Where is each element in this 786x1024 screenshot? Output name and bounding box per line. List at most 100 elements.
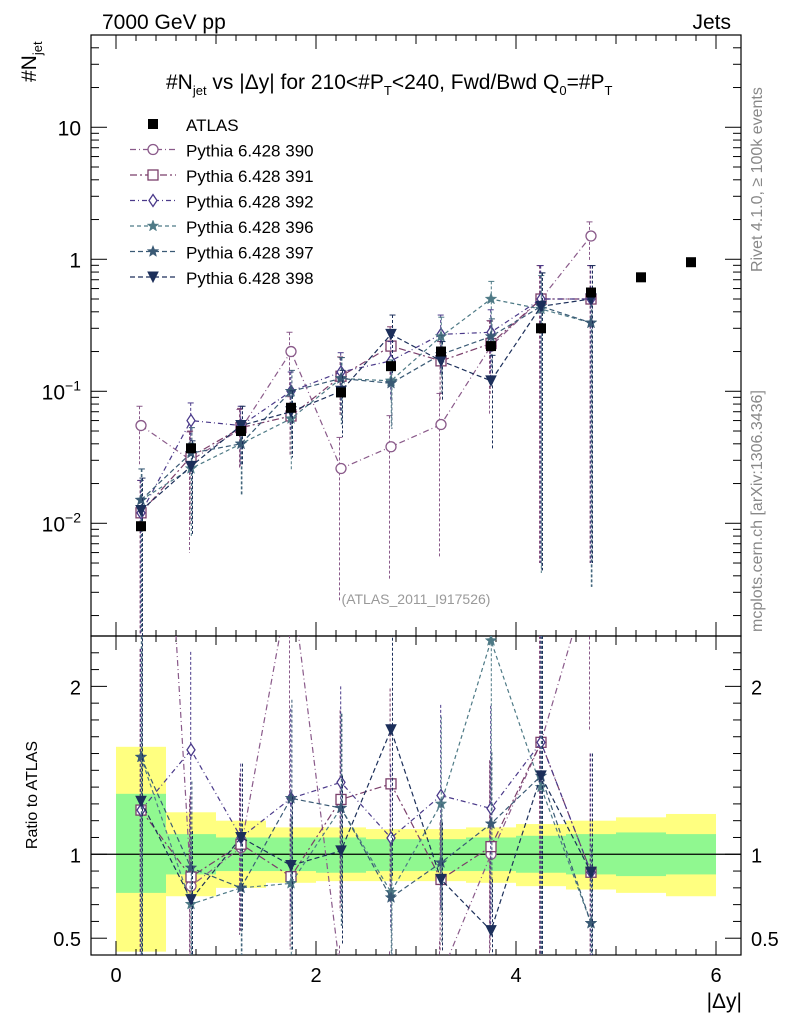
atlas-point xyxy=(136,521,146,532)
series-5-line xyxy=(140,298,592,511)
x-tick-label: 4 xyxy=(510,965,521,987)
series-0-ratio-point xyxy=(336,973,346,983)
atlas-point xyxy=(186,443,196,454)
main-panel-series xyxy=(134,221,696,636)
atlas-point xyxy=(586,287,596,298)
series-4-point xyxy=(234,437,248,450)
legend-atlas-label: ATLAS xyxy=(186,116,239,135)
atlas-point xyxy=(286,402,296,413)
series-4-point xyxy=(334,371,348,384)
ratio-uncertainty-bands xyxy=(116,746,716,952)
x-tick-label: 2 xyxy=(310,965,321,987)
legend-label-1: Pythia 6.428 391 xyxy=(186,167,314,186)
series-0-point xyxy=(435,418,447,431)
main-y-tick-label: 10−2 xyxy=(42,509,82,536)
series-4-ratio-point xyxy=(284,791,298,804)
series-1-line xyxy=(140,298,591,514)
series-4-ratio-point xyxy=(234,881,248,894)
series-2-point xyxy=(186,413,196,428)
series-2-ratio-point xyxy=(186,742,196,758)
series-0-ratio-point xyxy=(386,976,396,986)
x-axis-label: |Δy| xyxy=(707,990,742,1013)
legend-label-4: Pythia 6.428 397 xyxy=(186,244,314,263)
main-y-tick-label: 10 xyxy=(58,117,81,140)
legend-atlas-marker xyxy=(148,119,158,129)
series-5-point xyxy=(385,328,397,341)
series-5-ratio-point xyxy=(185,894,197,906)
axes: 0 2 4 6 10−2 10−1 1 10 0.5 0.5 1 1 2 2 xyxy=(42,34,779,987)
x-tick-label: 6 xyxy=(710,965,721,987)
chart-title: #Njet vs |Δy| for 210<#PT<240, Fwd/Bwd Q… xyxy=(166,71,613,98)
series-1-ratio-point xyxy=(385,778,397,790)
series-3-point xyxy=(484,292,498,305)
series-5-ratio-point xyxy=(235,831,247,844)
series-5-ratio-point xyxy=(485,925,497,937)
series-4-point xyxy=(484,329,498,342)
series-5-ratio-point xyxy=(535,770,547,783)
series-4-ratio-point xyxy=(584,916,598,929)
series-4-ratio-point xyxy=(134,750,148,763)
atlas-point xyxy=(636,272,646,283)
ratio-y-tick-label-right: 0.5 xyxy=(751,929,779,951)
series-5-ratio-point xyxy=(335,845,347,857)
series-4-point xyxy=(384,376,398,389)
legend-marker-4 xyxy=(146,244,160,257)
ratio-y-tick-label: 1 xyxy=(70,845,81,867)
series-0-ratio-line xyxy=(175,636,573,955)
series-5-ratio-point xyxy=(585,866,597,879)
ratio-y-tick-label-right: 2 xyxy=(751,677,762,699)
series-5-point xyxy=(235,420,247,432)
series-0-line xyxy=(140,235,592,470)
series-3-ratio-point xyxy=(284,876,298,889)
series-2-ratio-point xyxy=(336,775,346,790)
series-5-ratio-point xyxy=(435,873,447,886)
main-y-tick-label: 10−1 xyxy=(42,377,82,404)
legend-label-0: Pythia 6.428 390 xyxy=(186,142,314,161)
series-4-ratio-line xyxy=(140,756,592,924)
side-label-rivet: Rivet 4.1.0, ≥ 100k events xyxy=(749,87,766,272)
legend-marker-5 xyxy=(147,271,159,284)
ratio-y-tick-label: 0.5 xyxy=(53,929,81,951)
series-0-point xyxy=(585,230,597,242)
series-4-point xyxy=(584,316,598,329)
series-5-ratio-point xyxy=(135,795,147,808)
series-3-ratio-point xyxy=(484,636,498,646)
series-5-point xyxy=(535,300,547,313)
series-0-point xyxy=(385,441,397,453)
ratio-y-tick-label-right: 1 xyxy=(751,845,762,867)
header-right: Jets xyxy=(692,11,731,34)
series-4-ratio-point xyxy=(334,801,348,814)
series-2-line xyxy=(140,298,591,514)
main-y-axis-label: #Njet xyxy=(18,41,45,82)
series-4-ratio-point xyxy=(434,856,448,869)
atlas-point xyxy=(436,346,446,357)
series-0-point xyxy=(285,345,297,358)
atlas-point xyxy=(486,341,496,352)
series-2-ratio-line xyxy=(140,741,592,873)
legend-marker-1 xyxy=(147,169,159,181)
atlas-point xyxy=(236,426,246,437)
series-4-ratio-point xyxy=(484,816,498,830)
series-3-point xyxy=(284,412,298,425)
series-0-ratio-point xyxy=(436,970,446,980)
legend-marker-2 xyxy=(148,193,158,208)
series-3-line xyxy=(140,298,592,501)
series-0-point xyxy=(135,419,147,432)
atlas-point xyxy=(386,361,396,372)
series-4-line xyxy=(140,305,592,501)
ratio-y-tick-label: 2 xyxy=(70,677,81,699)
analysis-watermark: (ATLAS_2011_I917526) xyxy=(342,591,491,607)
legend: ATLAS Pythia 6.428 390 Pythia 6.428 391 Pyt… xyxy=(130,116,314,288)
series-4-ratio-point xyxy=(184,861,198,874)
series-0-ratio-point xyxy=(136,45,146,55)
series-2-ratio-point xyxy=(136,802,146,818)
atlas-point xyxy=(536,323,546,334)
series-5-point xyxy=(485,375,497,387)
atlas-point xyxy=(686,257,696,268)
series-5-point xyxy=(185,460,197,473)
series-0-point xyxy=(335,462,347,475)
atlas-point xyxy=(336,387,346,398)
ratio-panel-series xyxy=(134,45,598,986)
series-3-point xyxy=(434,329,448,342)
